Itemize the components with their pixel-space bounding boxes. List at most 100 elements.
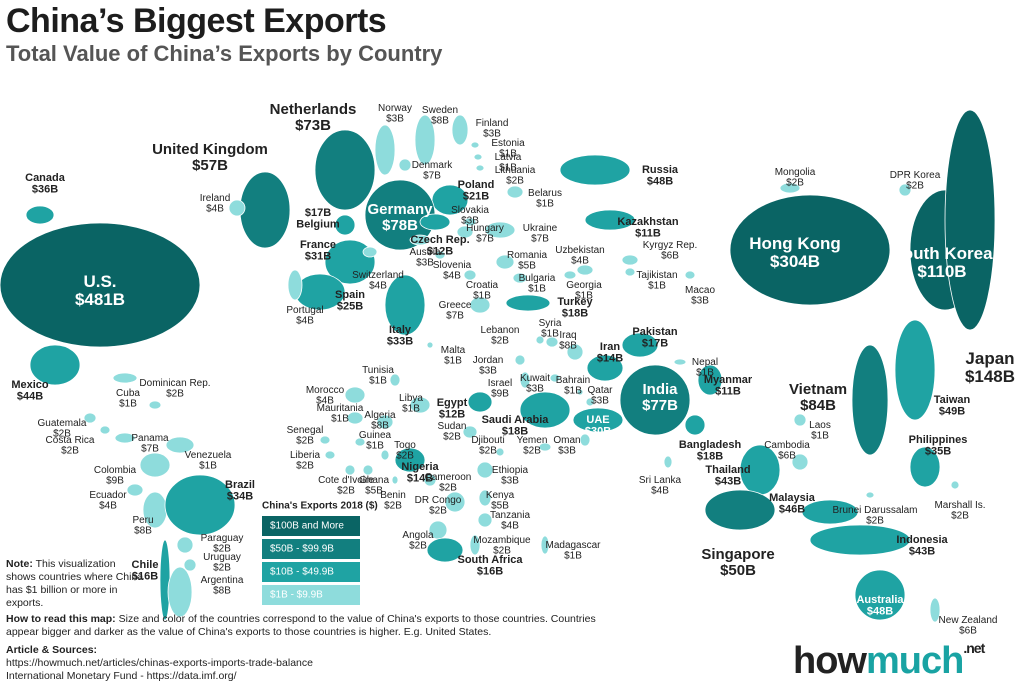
country-name: Venezuela — [185, 450, 232, 461]
country-label: Peru $8B — [132, 515, 153, 537]
country-shape — [519, 371, 531, 389]
country-label: Bulgaria $1B — [519, 273, 556, 295]
country-name: Ghana — [359, 475, 389, 486]
country-shape — [344, 386, 366, 404]
country-value: $25B — [337, 300, 363, 312]
country-label: Belarus $1B — [528, 188, 562, 210]
country-label: Costa Rica $2B — [46, 435, 95, 457]
country-name: Guinea — [359, 430, 392, 441]
country-shape — [854, 569, 906, 621]
country-name: Nigeria — [401, 461, 439, 473]
country-shape — [894, 319, 936, 421]
country-label: Poland $21B — [458, 179, 495, 203]
country-value: $6B — [778, 450, 796, 461]
country-value: $1B — [541, 328, 559, 339]
country-shape — [462, 425, 478, 439]
country-label: Iran $14B — [597, 341, 623, 365]
country-label: U.S. $481B — [75, 272, 125, 309]
country-shape — [584, 209, 636, 231]
country-shape — [451, 114, 469, 146]
country-label: Algeria $8B — [364, 410, 396, 432]
country-shape — [512, 272, 528, 284]
country-shape — [572, 407, 624, 433]
country-shape — [579, 433, 591, 447]
country-name: DPR Korea — [890, 170, 941, 181]
country-label: Lebanon $2B — [481, 325, 520, 347]
country-value: $2B — [479, 445, 497, 456]
country-value: $7B — [446, 310, 464, 321]
country-shape — [434, 250, 446, 260]
country-value: $84B — [800, 397, 836, 414]
country-name: Belgium — [296, 218, 340, 230]
country-label: Hungary $7B — [466, 223, 504, 245]
country-label: Panama $7B — [131, 433, 169, 455]
country-label: Finland $3B — [476, 118, 509, 140]
country-shape — [779, 182, 801, 194]
note-label: Note: — [6, 558, 33, 570]
country-value: $4B — [443, 270, 461, 281]
country-shape — [139, 452, 171, 478]
country-label: Malaysia $46B — [769, 492, 816, 516]
country-label: Brunei Darussalam $2B — [832, 505, 917, 527]
country-label: Nigeria $14B — [401, 461, 439, 485]
country-name: Tunisia — [362, 365, 394, 376]
country-shape — [809, 524, 911, 556]
country-value: $44B — [17, 390, 43, 402]
country-value: $110B — [917, 262, 966, 281]
country-value: $2B — [213, 543, 231, 554]
country-shape — [112, 372, 138, 384]
country-label: $17B Belgium — [296, 207, 340, 231]
source-line: https://howmuch.net/articles/chinas-expo… — [6, 657, 313, 669]
country-shape — [791, 453, 809, 471]
country-name: Austria — [409, 247, 441, 258]
country-label: Sri Lanka $4B — [639, 475, 682, 497]
country-label: Cote d'Ivoire $2B — [318, 475, 374, 497]
country-shape — [929, 597, 941, 623]
country-value: $4B — [501, 520, 519, 531]
country-name: Brazil — [225, 479, 255, 491]
country-name: Georgia — [566, 280, 602, 291]
country-value: $12B — [439, 408, 465, 420]
legend-label: $50B - $99.9B — [270, 544, 334, 555]
country-name: Sweden — [422, 105, 458, 116]
country-label: DPR Korea $2B — [890, 170, 941, 192]
country-name: Kazakhstan — [617, 216, 678, 228]
country-label: Tanzania $4B — [490, 510, 530, 532]
country-value: $1B — [369, 375, 387, 386]
country-label: Netherlands $73B — [270, 101, 357, 134]
country-label: Pakistan $17B — [632, 326, 678, 350]
country-shape — [319, 435, 331, 445]
country-label: Liberia $2B — [290, 450, 320, 472]
country-value: $4B — [369, 280, 387, 291]
country-shape — [414, 114, 436, 166]
country-label: South Korea $110B — [891, 244, 993, 281]
country-name: Saudi Arabia — [482, 414, 550, 426]
country-value: $3B — [501, 475, 519, 486]
country-value: $7B — [531, 233, 549, 244]
country-value: $1B — [536, 198, 554, 209]
country-name: Thailand — [705, 464, 750, 476]
country-label: Djibouti $2B — [471, 435, 504, 457]
country-label: Japan $148B — [965, 349, 1015, 386]
country-value: $11B — [715, 385, 741, 397]
country-value: $7B — [141, 443, 159, 454]
country-value: $2B — [296, 435, 314, 446]
country-value: $1B — [331, 413, 349, 424]
country-shape — [586, 354, 624, 382]
country-shape — [183, 558, 197, 572]
country-value: $8B — [213, 585, 231, 596]
country-name: Peru — [132, 515, 153, 526]
country-name: Yemen — [517, 435, 548, 446]
country-shape — [159, 539, 171, 621]
country-value: $2B — [523, 445, 541, 456]
country-label: Croatia $1B — [466, 280, 499, 302]
sources-title: Article & Sources: — [6, 644, 98, 656]
country-label: Cuba $1B — [116, 388, 140, 410]
country-name: Cuba — [116, 388, 140, 399]
country-name: Bulgaria — [519, 273, 556, 284]
country-value: $4B — [206, 203, 224, 214]
country-value: $3B — [558, 445, 576, 456]
country-shape — [176, 536, 194, 554]
country-label: Senegal $2B — [287, 425, 324, 447]
country-label: Bangladesh $18B — [679, 439, 742, 463]
